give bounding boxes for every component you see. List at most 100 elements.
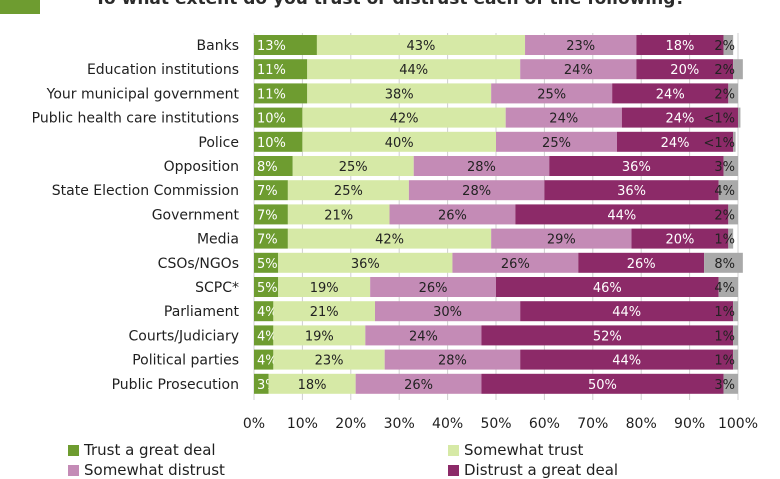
bar-government-s1 <box>287 204 390 225</box>
bar-state-election-commission-s4 <box>718 180 738 201</box>
category-label-education-institutions: Education institutions <box>87 62 239 78</box>
bar-banks-s1 <box>316 35 526 55</box>
chart-title: To what extent do you trust or distrust … <box>0 0 780 9</box>
data-label-media-s2: 29% <box>547 233 576 248</box>
bar-banks-s4 <box>723 35 734 55</box>
data-label-government-s4: 2% <box>714 208 735 223</box>
data-label-state-election-commission-s1: 25% <box>334 184 363 199</box>
data-label-state-election-commission-s4: 4% <box>714 184 735 199</box>
bar-opposition-s0 <box>254 156 293 176</box>
data-label-public-prosecution-s4: 3% <box>714 378 735 393</box>
bar-public-prosecution-s4 <box>723 373 738 394</box>
data-label-parliament-s2: 30% <box>433 305 462 320</box>
bar-parliament-s4 <box>733 301 738 322</box>
category-label-courts-judiciary: Courts/Judiciary <box>129 328 239 344</box>
data-label-banks-s2: 23% <box>566 39 595 54</box>
data-label-public-health-care-institutions-s0: 10% <box>257 112 286 127</box>
data-label-political-parties-s4: 1% <box>714 354 735 369</box>
bar-public-prosecution-s3 <box>481 373 724 394</box>
data-label-banks-s3: 18% <box>665 39 694 54</box>
data-label-government-s0: 7% <box>257 208 278 223</box>
bar-courts-judiciary-s3 <box>481 325 734 346</box>
data-label-courts-judiciary-s0: 4% <box>257 329 278 344</box>
data-label-media-s0: 7% <box>257 233 278 248</box>
bar-banks-s2 <box>525 35 637 55</box>
bar-police-s1 <box>302 131 496 152</box>
data-label-your-municipal-government-s2: 25% <box>537 87 566 102</box>
bar-public-health-care-institutions-s3 <box>621 107 738 128</box>
bar-csos-ngos-s4 <box>704 252 743 273</box>
bar-education-institutions-s4 <box>733 59 743 80</box>
bar-your-municipal-government-s2 <box>491 83 613 104</box>
data-label-opposition-s3: 36% <box>622 160 651 175</box>
x-tick-label-3: 30% <box>384 416 415 432</box>
data-label-courts-judiciary-s1: 19% <box>305 329 334 344</box>
bar-csos-ngos-s3 <box>578 252 705 273</box>
data-label-public-prosecution-s1: 18% <box>298 378 327 393</box>
bar-public-health-care-institutions-s1 <box>302 107 506 128</box>
data-label-scpc-s4: 4% <box>714 281 735 296</box>
bar-parliament-s2 <box>375 301 521 322</box>
bar-public-health-care-institutions-s0 <box>254 107 303 128</box>
bar-your-municipal-government-s0 <box>254 83 308 104</box>
data-label-government-s2: 26% <box>438 208 467 223</box>
data-label-education-institutions-s2: 24% <box>564 63 593 78</box>
data-label-police-s3: 24% <box>661 136 690 151</box>
data-label-parliament-s3: 44% <box>612 305 641 320</box>
data-label-media-s3: 20% <box>665 233 694 248</box>
category-label-government: Government <box>152 207 240 223</box>
bar-media-s4 <box>728 228 734 249</box>
bar-political-parties-s0 <box>254 349 274 370</box>
data-label-police-s1: 40% <box>385 136 414 151</box>
bar-csos-ngos-s2 <box>452 252 579 273</box>
data-label-your-municipal-government-s0: 11% <box>257 87 286 102</box>
category-label-public-health-care-institutions: Public health care institutions <box>32 111 239 127</box>
data-label-scpc-s2: 26% <box>419 281 448 296</box>
data-label-scpc-s1: 19% <box>310 281 339 296</box>
category-label-state-election-commission: State Election Commission <box>52 183 239 199</box>
category-label-media: Media <box>197 232 239 248</box>
bar-opposition-s3 <box>549 156 724 176</box>
bar-education-institutions-s2 <box>520 59 637 80</box>
bar-government-s3 <box>515 204 729 225</box>
bar-opposition-s2 <box>413 156 550 176</box>
bar-police-s0 <box>254 131 303 152</box>
data-label-courts-judiciary-s3: 52% <box>593 329 622 344</box>
category-label-police: Police <box>198 135 239 151</box>
data-label-state-election-commission-s0: 7% <box>257 184 278 199</box>
data-label-your-municipal-government-s4: 2% <box>714 87 735 102</box>
category-label-parliament: Parliament <box>164 304 240 320</box>
bar-media-s0 <box>254 228 288 249</box>
data-label-opposition-s2: 28% <box>467 160 496 175</box>
bar-public-health-care-institutions-s4 <box>738 107 741 128</box>
data-label-banks-s1: 43% <box>407 39 436 54</box>
bar-government-s0 <box>254 204 288 225</box>
data-label-public-health-care-institutions-s2: 24% <box>549 112 578 127</box>
bar-banks-s0 <box>254 35 317 55</box>
data-label-csos-ngos-s2: 26% <box>501 257 530 272</box>
bar-state-election-commission-s0 <box>254 180 288 201</box>
x-tick-label-4: 40% <box>432 416 463 432</box>
bar-scpc-s3 <box>496 277 719 297</box>
data-label-education-institutions-s0: 11% <box>257 63 286 78</box>
data-label-public-health-care-institutions-s1: 42% <box>390 112 419 127</box>
data-label-police-s4: <1% <box>703 136 735 151</box>
x-tick-label-2: 20% <box>335 416 366 432</box>
data-label-public-prosecution-s3: 50% <box>588 378 617 393</box>
data-label-political-parties-s3: 44% <box>612 354 641 369</box>
data-label-opposition-s1: 25% <box>339 160 368 175</box>
bar-public-prosecution-s2 <box>355 373 482 394</box>
category-label-public-prosecution: Public Prosecution <box>112 377 239 393</box>
x-tick-label-9: 90% <box>674 416 705 432</box>
bar-banks-s3 <box>636 35 724 55</box>
data-label-education-institutions-s4: 2% <box>714 63 735 78</box>
data-label-political-parties-s1: 23% <box>315 354 344 369</box>
bar-state-election-commission-s3 <box>544 180 719 201</box>
bar-state-election-commission-s1 <box>287 180 409 201</box>
bar-courts-judiciary-s1 <box>273 325 366 346</box>
x-tick-label-7: 70% <box>577 416 608 432</box>
bar-your-municipal-government-s3 <box>612 83 729 104</box>
bar-your-municipal-government-s1 <box>307 83 492 104</box>
bar-parliament-s0 <box>254 301 274 322</box>
bar-political-parties-s3 <box>520 349 734 370</box>
